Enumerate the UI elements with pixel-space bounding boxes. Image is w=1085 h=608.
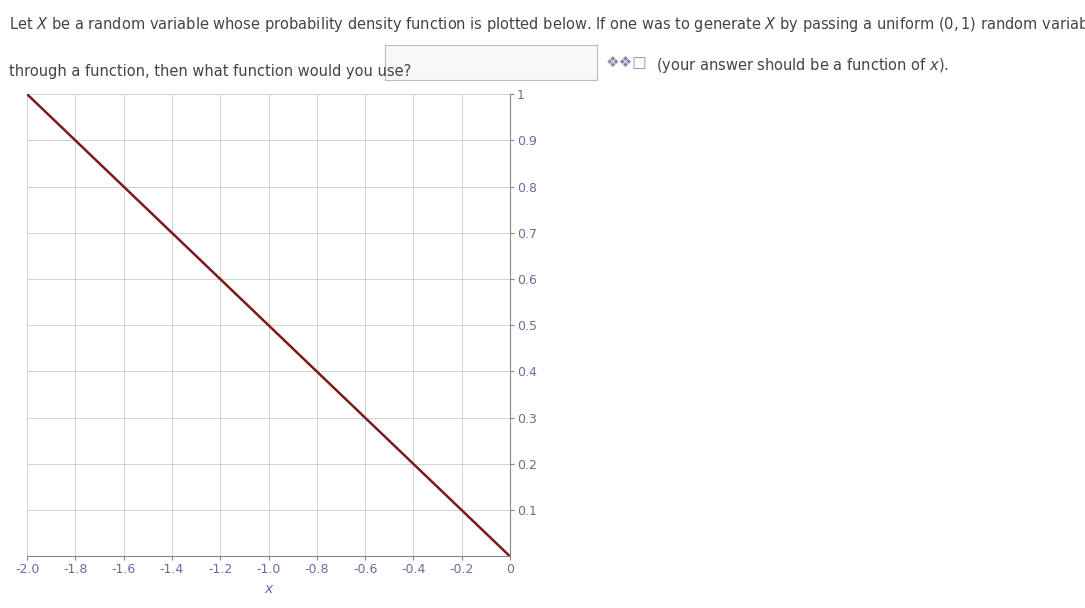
X-axis label: x: x bbox=[265, 582, 272, 596]
Text: ❖❖□: ❖❖□ bbox=[605, 55, 647, 70]
Text: Let $X$ be a random variable whose probability density function is plotted below: Let $X$ be a random variable whose proba… bbox=[9, 15, 1085, 34]
Text: through a function, then what function would you use?: through a function, then what function w… bbox=[9, 64, 411, 79]
Text: (your answer should be a function of $x$).: (your answer should be a function of $x$… bbox=[656, 56, 949, 75]
